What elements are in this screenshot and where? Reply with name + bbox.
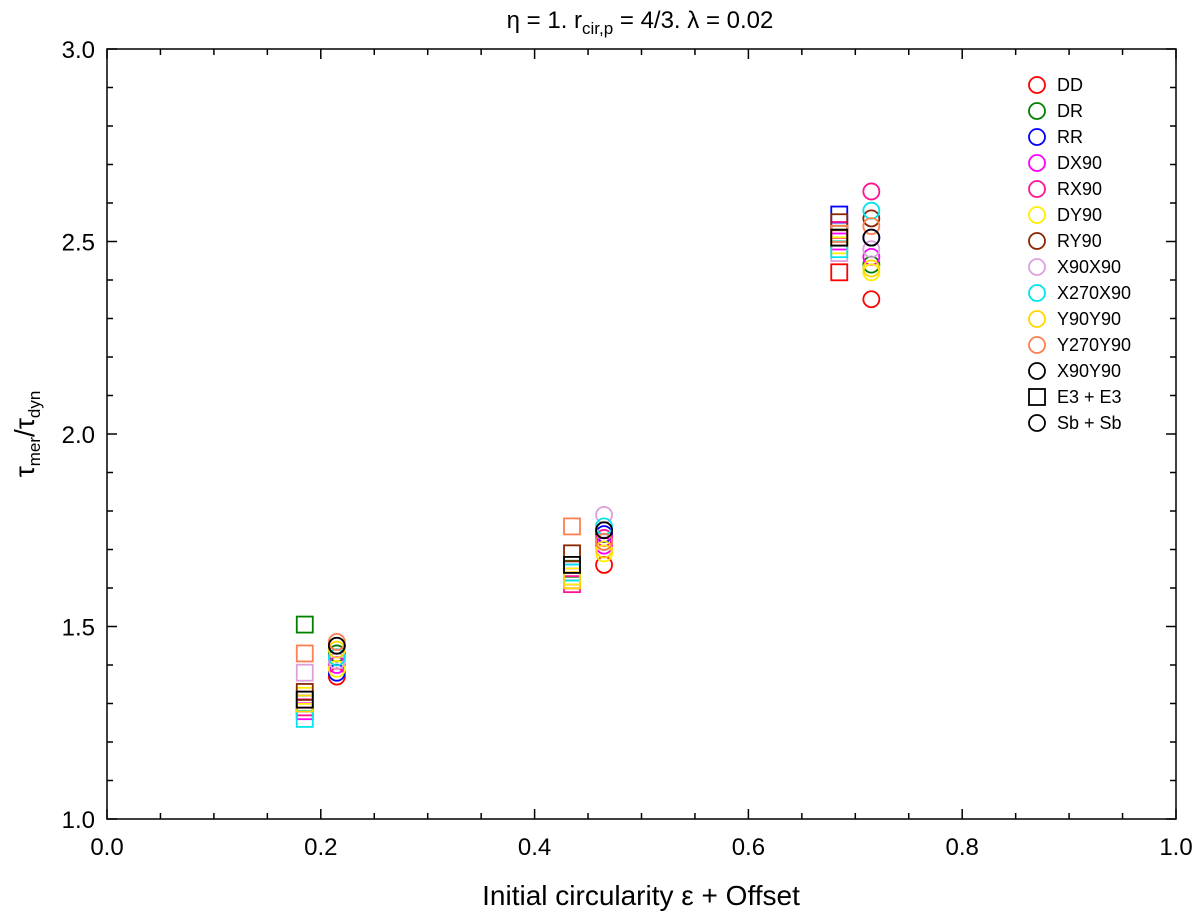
plot-frame (106, 48, 1177, 820)
x-tick-label: 0.2 (304, 834, 337, 861)
y-tick-label: 2.5 (62, 230, 95, 257)
y-tick-label: 2.0 (62, 422, 95, 449)
legend-marker-rr (1028, 128, 1046, 146)
legend-marker-ry90 (1028, 232, 1046, 250)
legend-marker-y270y90 (1028, 336, 1046, 354)
legend-marker-dd (1028, 76, 1046, 94)
point-square-dr (295, 615, 314, 634)
x-tick-label: 1.0 (1159, 834, 1192, 861)
point-circle-ry90 (862, 209, 881, 228)
x-tick-label: 0.8 (946, 834, 979, 861)
point-circle-dy90 (327, 659, 346, 678)
legend-marker-x90y90 (1028, 362, 1046, 380)
point-square-ry90 (563, 544, 581, 563)
legend-label-ry90: RY90 (1057, 231, 1102, 251)
point-square-x90y90 (295, 690, 314, 709)
point-square-dd (830, 263, 849, 282)
legend-marker-sb-sb (1028, 414, 1046, 432)
point-circle-rx90 (862, 182, 881, 201)
x-tick-label: 0.0 (90, 834, 123, 861)
y-tick-label: 3.0 (62, 37, 95, 64)
x-axis-title: Initial circularity ε + Offset (482, 880, 800, 911)
legend-marker-dx90 (1028, 154, 1046, 172)
legend-label-sb-sb: Sb + Sb (1057, 413, 1122, 433)
legend-label-dy90: DY90 (1057, 205, 1102, 225)
point-circle-y270y90 (862, 217, 881, 236)
point-circle-dd (862, 290, 881, 309)
y-tick-labels: 1.0 1.5 2.0 2.5 3.0 (62, 37, 95, 834)
point-square-x90y90 (563, 556, 581, 574)
point-square-x90y90 (830, 228, 849, 247)
legend-label-e3-e3: E3 + E3 (1057, 387, 1122, 407)
legend-label-x270x90: X270X90 (1057, 283, 1131, 303)
legend-label-rx90: RX90 (1057, 179, 1102, 199)
legend-label-dr: DR (1057, 101, 1083, 121)
legend-marker-rx90 (1028, 180, 1046, 198)
legend-marker-e3-e3 (1028, 388, 1046, 406)
legend-label-x90y90: X90Y90 (1057, 361, 1121, 381)
point-circle-x90y90 (862, 228, 881, 247)
y-tick-label: 1.0 (62, 807, 95, 834)
legend-label-y90y90: Y90Y90 (1057, 309, 1121, 329)
chart-title: η = 1. rcir,p = 4/3. λ = 0.02 (507, 7, 774, 38)
point-square-x90x90 (295, 663, 314, 682)
legend-marker-dr (1028, 102, 1046, 120)
legend-label-y270y90: Y270Y90 (1057, 335, 1131, 355)
x-tick-label: 0.4 (518, 834, 551, 861)
point-circle-y270y90 (595, 532, 613, 551)
legend-label-x90x90: X90X90 (1057, 257, 1121, 277)
point-circle-x90x90 (862, 240, 881, 259)
y-tick-label: 1.5 (62, 615, 95, 642)
x-ticks (106, 49, 1177, 819)
x-tick-label: 0.6 (732, 834, 765, 861)
legend-marker-dy90 (1028, 206, 1046, 224)
data-points (295, 182, 881, 728)
point-square-y270y90 (295, 644, 314, 663)
point-square-y270y90 (563, 517, 581, 536)
legend-marker-x270x90 (1028, 284, 1046, 302)
legend-label-rr: RR (1057, 127, 1083, 147)
legend-label-dd: DD (1057, 75, 1083, 95)
legend-marker-y90y90 (1028, 310, 1046, 328)
legend-label-dx90: DX90 (1057, 153, 1102, 173)
point-circle-x90y90 (327, 636, 346, 655)
x-tick-labels: 0.0 0.2 0.4 0.6 0.8 1.0 (90, 834, 1192, 861)
legend-marker-x90x90 (1028, 258, 1046, 276)
point-circle-x90y90 (595, 521, 613, 540)
point-circle-y90y90 (595, 540, 613, 559)
legend: DD DR RR DX90 RX90 DY90 RY90 X90X90 X270X90 Y90Y9… (1028, 75, 1131, 433)
y-axis-title: τmer/τdyn (9, 391, 44, 478)
point-circle-y90y90 (862, 259, 881, 278)
y-ticks (107, 48, 1176, 820)
